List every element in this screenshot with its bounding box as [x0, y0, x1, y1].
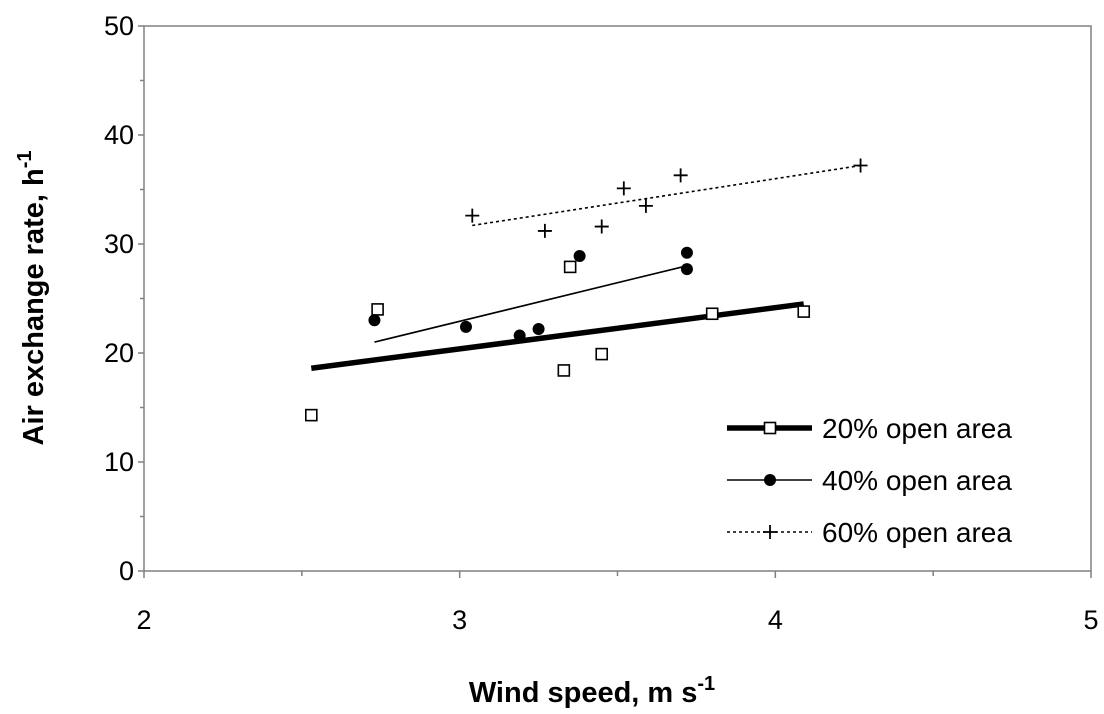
- y-axis-title-text: Air exchange rate, h: [18, 168, 50, 445]
- x-tick-label: 5: [1083, 605, 1098, 635]
- data-point: [465, 208, 480, 223]
- data-point: [532, 323, 545, 336]
- series-2-points: [368, 246, 693, 342]
- legend-marker: [763, 421, 777, 435]
- x-axis-title: Wind speed, m s-1: [469, 673, 715, 709]
- data-point: [673, 168, 688, 183]
- data-points: [305, 158, 868, 422]
- legend: 20% open area 40% open area 60% open area: [727, 413, 1012, 548]
- x-tick-label: 4: [768, 605, 783, 635]
- data-point: [616, 181, 631, 196]
- trend-line-1: [310, 301, 805, 371]
- y-tick-label: 10: [104, 447, 134, 477]
- data-point: [797, 305, 811, 318]
- legend-label: 60% open area: [822, 517, 1012, 548]
- data-point: [513, 329, 526, 342]
- x-tick-label: 2: [136, 605, 151, 635]
- y-tick-label: 50: [104, 11, 134, 41]
- x-axis-title-superscript: -1: [697, 673, 715, 695]
- data-point: [368, 314, 381, 327]
- legend-marker: [764, 474, 776, 486]
- legend-label: 40% open area: [822, 465, 1012, 496]
- series-3-points: [465, 158, 868, 238]
- data-point: [595, 347, 609, 361]
- y-tick-label: 40: [104, 120, 134, 150]
- y-axis-title-superscript: -1: [14, 150, 36, 168]
- data-point: [557, 364, 571, 377]
- x-tick-label: 3: [452, 605, 467, 635]
- data-point: [594, 219, 609, 234]
- data-point: [371, 303, 384, 316]
- y-tick-label: 20: [104, 338, 134, 368]
- data-point: [305, 408, 318, 422]
- data-point: [537, 223, 552, 238]
- trend-lines: [310, 164, 861, 371]
- y-axis-ticks: 0 10 20 30 40 50: [104, 11, 144, 586]
- series-1-points: [305, 260, 811, 422]
- plot-area: [143, 25, 1092, 572]
- y-tick-label: 0: [119, 556, 134, 586]
- data-point: [638, 198, 653, 213]
- y-axis-title: Air exchange rate, h-1: [14, 150, 50, 445]
- data-point: [853, 158, 868, 173]
- legend-entry-1: 20% open area: [727, 413, 1012, 444]
- y-tick-label: 30: [104, 229, 134, 259]
- legend-entry-2: 40% open area: [727, 465, 1012, 496]
- data-point: [563, 260, 577, 274]
- x-axis-title-text: Wind speed, m s: [469, 677, 698, 709]
- data-point: [680, 263, 693, 276]
- data-point: [705, 307, 719, 321]
- legend-label: 20% open area: [822, 413, 1012, 444]
- data-point: [680, 246, 693, 259]
- legend-entry-3: 60% open area: [727, 517, 1012, 548]
- trend-line-2: [374, 265, 688, 343]
- data-point: [459, 320, 472, 333]
- legend-marker: [763, 525, 777, 539]
- x-axis-ticks: 2 3 4 5: [136, 571, 1099, 635]
- data-point: [573, 249, 586, 262]
